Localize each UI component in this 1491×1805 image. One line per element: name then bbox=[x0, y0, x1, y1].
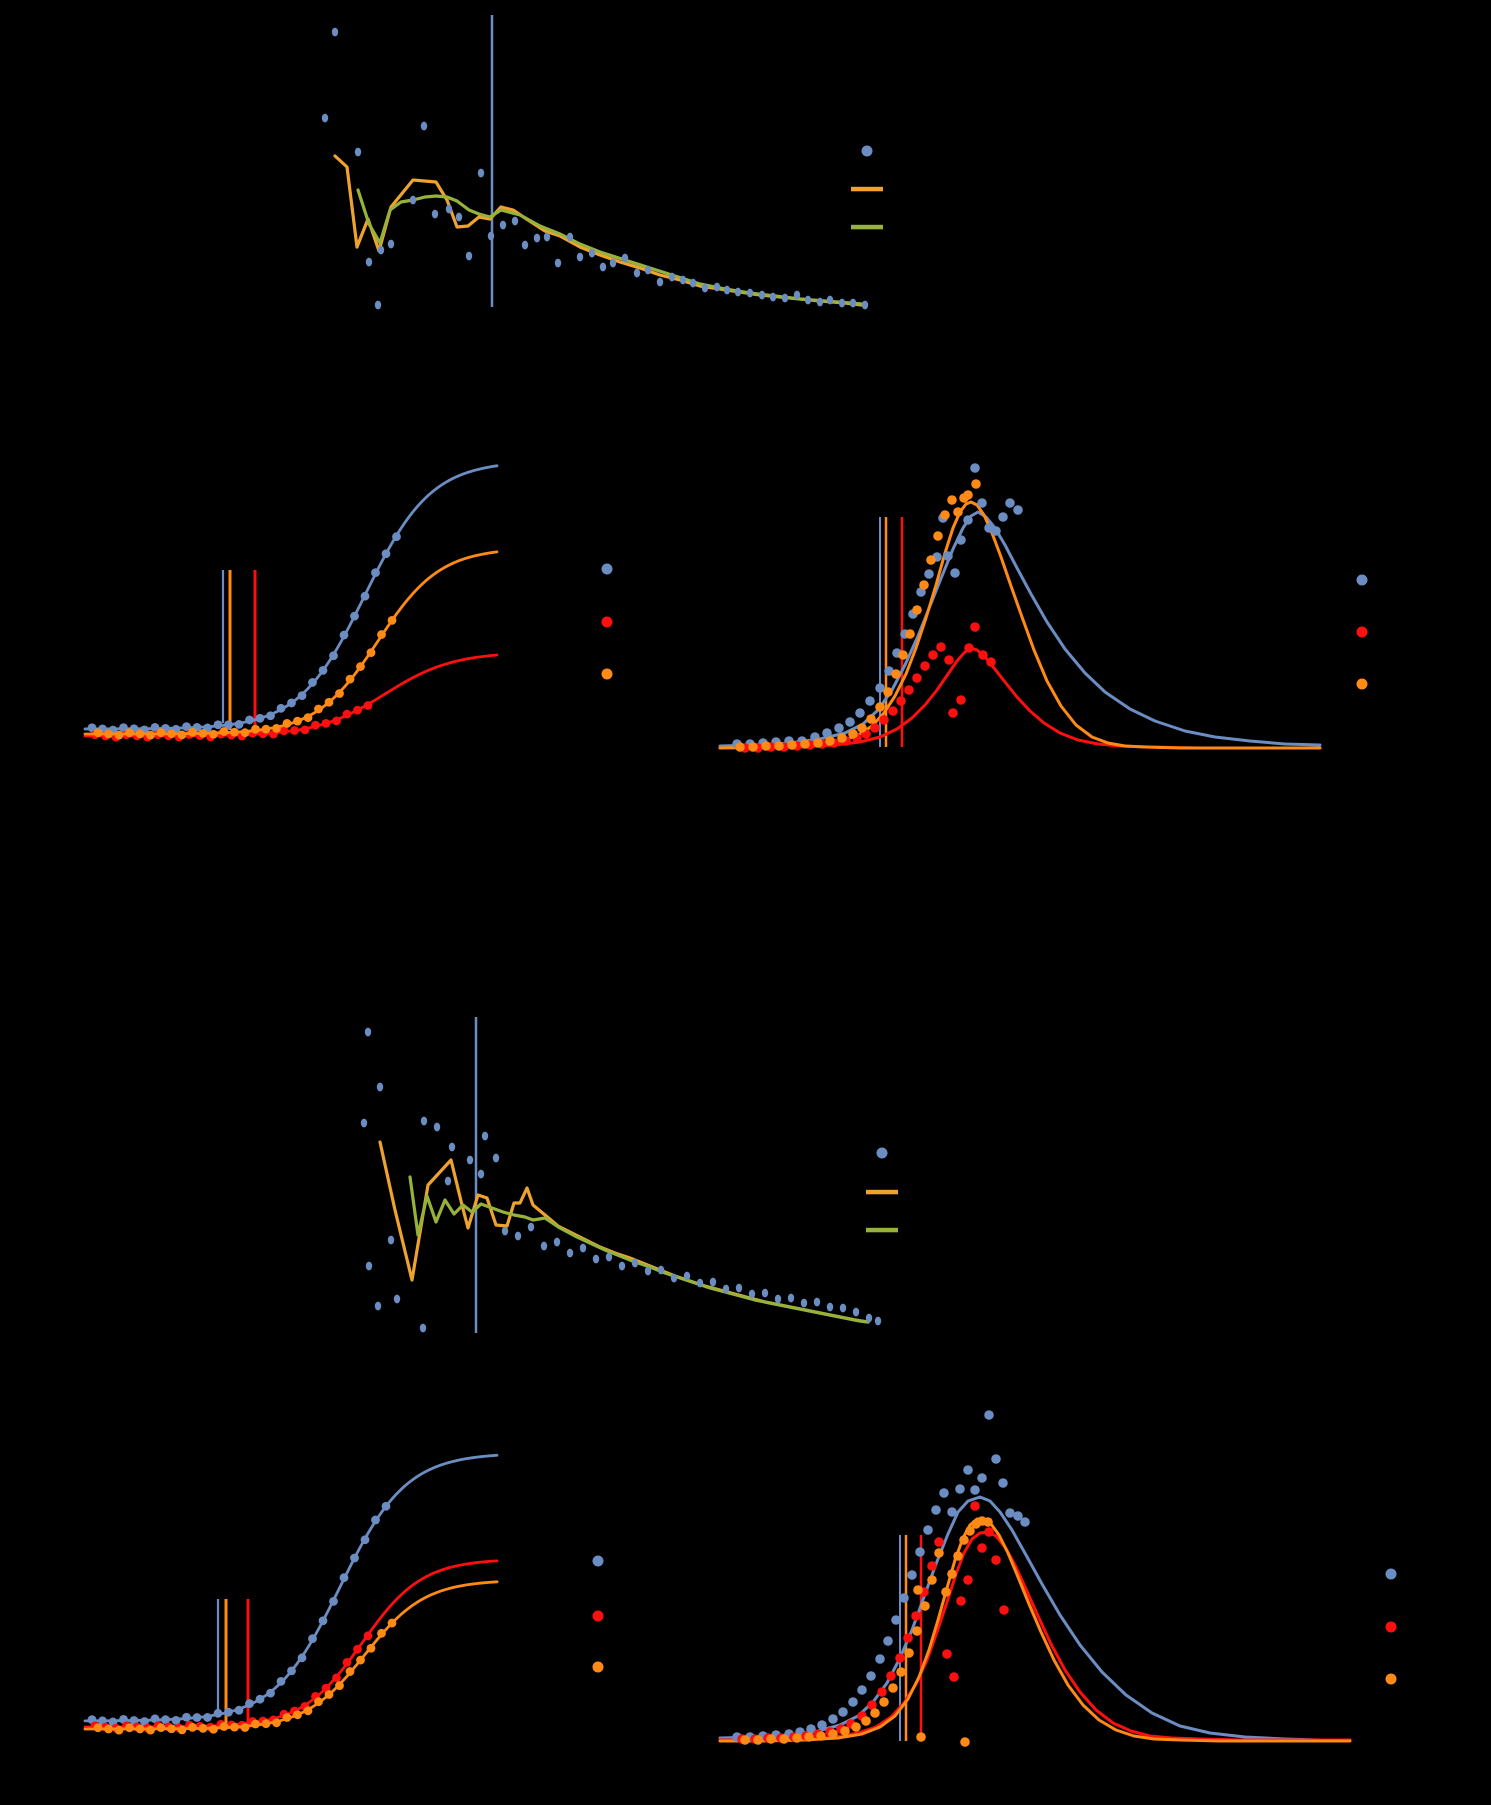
red-bell-curve bbox=[718, 1530, 1352, 1742]
orange-fit-curve bbox=[83, 1580, 499, 1731]
panel-6-daily-bell bbox=[718, 1410, 1397, 1747]
legend-dot-orange bbox=[601, 668, 613, 680]
orange-bell-curve bbox=[718, 500, 1322, 750]
panel-6-daily-bell-legend bbox=[1385, 1568, 1397, 1685]
panel-5-cumulative-sigmoid bbox=[83, 1453, 604, 1735]
panel-2-cumulative-sigmoid bbox=[83, 464, 613, 742]
panel-4-growth-rate bbox=[360, 1017, 898, 1333]
blue-fit-curve bbox=[83, 1453, 499, 1723]
panel-2-cumulative-sigmoid-legend bbox=[601, 563, 613, 680]
legend-dot-blue bbox=[1385, 1568, 1397, 1580]
legend-dot-blue bbox=[601, 563, 613, 575]
legend-dot-blue bbox=[861, 145, 873, 157]
orange-daily-obs-scatter bbox=[735, 479, 981, 752]
legend-dot-blue bbox=[592, 1555, 604, 1567]
legend-line-orange_line bbox=[851, 186, 883, 192]
blue-observations-scatter bbox=[360, 1027, 882, 1333]
panel-3-daily-bell bbox=[718, 463, 1368, 753]
legend-dot-red bbox=[592, 1610, 604, 1622]
green-smooth-line-curve bbox=[408, 1175, 870, 1324]
legend-line-orange_line bbox=[866, 1189, 898, 1195]
legend-dot-red bbox=[1385, 1621, 1397, 1633]
legend-dot-blue bbox=[1356, 574, 1368, 586]
legend-dot-blue bbox=[876, 1147, 888, 1159]
legend-dot-red bbox=[1356, 626, 1368, 638]
blue-fit-markers bbox=[87, 532, 401, 735]
red-daily-obs-scatter bbox=[740, 622, 996, 753]
legend-dot-orange bbox=[1385, 1673, 1397, 1685]
orange-estimate-line-curve bbox=[378, 1140, 870, 1324]
panel-1-growth-rate-legend bbox=[851, 145, 883, 230]
panel-5-cumulative-sigmoid-legend bbox=[592, 1555, 604, 1673]
red-fit-curve bbox=[83, 1559, 499, 1729]
orange-bell-curve bbox=[718, 1517, 1352, 1743]
legend-dot-red bbox=[601, 616, 613, 628]
orange-estimate-line-curve bbox=[333, 154, 864, 307]
orange-fit-markers bbox=[93, 615, 397, 740]
panel-3-daily-bell-legend bbox=[1356, 574, 1368, 690]
red-bell-curve bbox=[718, 646, 1322, 750]
blue-bell-curve bbox=[718, 510, 1322, 748]
legend-dot-orange bbox=[592, 1661, 604, 1673]
panel-4-growth-rate-legend bbox=[866, 1147, 898, 1233]
blue-fit-curve bbox=[83, 464, 499, 731]
orange-daily-obs-scatter bbox=[740, 1516, 993, 1747]
legend-dot-orange bbox=[1356, 678, 1368, 690]
blue-fit-markers bbox=[87, 1501, 391, 1727]
legend-line-green bbox=[851, 224, 883, 230]
legend-line-green bbox=[866, 1227, 898, 1233]
green-smooth-line-curve bbox=[356, 188, 864, 306]
orange-fit-markers bbox=[93, 1618, 397, 1735]
blue-observations-scatter bbox=[321, 27, 869, 310]
panel-1-growth-rate bbox=[321, 15, 883, 310]
